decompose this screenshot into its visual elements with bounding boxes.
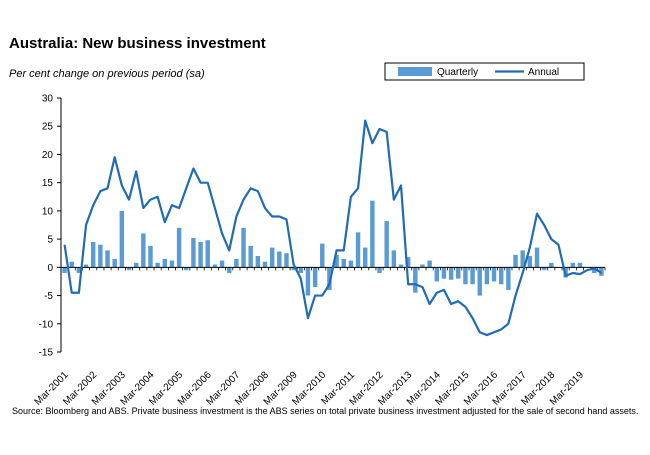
quarterly-bar [355, 232, 361, 268]
y-tick-label: 10 [42, 206, 54, 217]
quarterly-bar [477, 267, 482, 296]
legend-label-annual: Annual [528, 67, 559, 78]
quarterly-bar [184, 267, 189, 271]
quarterly-bar [291, 267, 296, 271]
quarterly-bar [305, 267, 311, 296]
quarterly-bar [520, 250, 525, 268]
quarterly-bar [341, 258, 346, 268]
quarterly-bar [62, 267, 67, 273]
quarterly-bar [384, 221, 389, 268]
x-tick-labels: Mar-2001Mar-2002Mar-2003Mar-2004Mar-2005… [33, 369, 587, 407]
quarterly-bar [320, 243, 325, 268]
quarterly-bar [327, 267, 332, 290]
quarterly-bar [362, 247, 368, 268]
quarterly-bar [83, 264, 89, 268]
quarterly-bar [463, 267, 468, 285]
quarterly-bar [284, 253, 289, 268]
legend-box [384, 62, 585, 81]
quarterly-bar [570, 262, 576, 268]
quarterly-bar [141, 233, 146, 268]
quarterly-bar [176, 227, 182, 268]
quarterly-bar [205, 240, 210, 268]
y-tick-label: -15 [39, 348, 54, 359]
quarterly-bar [76, 267, 82, 273]
legend-swatch-quarterly [398, 67, 432, 76]
quarterly-bar [133, 262, 139, 268]
legend-label-quarterly: Quarterly [437, 67, 478, 78]
quarterly-bar [248, 245, 253, 268]
quarterly-bar [470, 267, 475, 285]
quarterly-bar [448, 267, 454, 280]
quarterly-bar [148, 245, 153, 268]
quarterly-bar [112, 258, 117, 268]
quarterly-bar [377, 267, 382, 273]
quarterly-bar [441, 267, 447, 279]
quarterly-bar [198, 241, 203, 268]
quarterly-bar [491, 267, 497, 282]
chart-title: Australia: New business investment [9, 35, 266, 52]
quarterly-bar [427, 260, 432, 268]
quarterly-bar [226, 267, 232, 273]
quarterly-bar [506, 267, 511, 290]
y-tick-label: 30 [42, 94, 54, 105]
quarterly-bar [484, 267, 490, 285]
quarterly-bar [513, 254, 518, 268]
y-axis: -15 -10 -5 0 5 10 15 20 25 30 [39, 94, 62, 359]
quarterly-bar [219, 260, 225, 268]
quarterly-bar [277, 251, 282, 268]
quarterly-bar [334, 254, 339, 268]
quarterly-bar [456, 267, 461, 279]
y-tick-label: -10 [39, 319, 54, 330]
quarterly-bar [549, 262, 554, 268]
quarterly-bar [534, 247, 540, 268]
quarterly-bar [69, 261, 74, 268]
annual-series [63, 119, 603, 337]
quarterly-bar [162, 258, 168, 268]
quarterly-bar [592, 267, 597, 273]
quarterly-bar [312, 267, 318, 288]
quarterly-bar [126, 267, 132, 271]
quarterly-bar [90, 241, 96, 268]
quarterly-bar [348, 260, 354, 268]
quarterly-bar [420, 264, 425, 268]
quarterly-bar [391, 250, 397, 268]
quarterly-bar [119, 210, 125, 268]
source-note: Source: Bloomberg and ABS. Private busin… [12, 406, 639, 416]
chart-subtitle: Per cent change on previous period (sa) [9, 68, 205, 80]
y-tick-label: 20 [42, 150, 54, 161]
quarterly-bar [241, 227, 246, 268]
quarterly-bar [413, 267, 418, 293]
quarterly-bar [498, 267, 504, 285]
quarterly-bar [434, 267, 440, 282]
quarterly-bar [105, 250, 110, 268]
quarterly-bar [262, 261, 268, 268]
quarterly-bar [405, 257, 411, 268]
quarterly-bars [62, 200, 604, 296]
legend: Quarterly Annual [384, 62, 585, 81]
quarterly-bar [98, 244, 103, 268]
y-tick-label: -5 [44, 291, 53, 302]
y-tick-label: 5 [47, 235, 53, 246]
quarterly-bar [234, 258, 239, 268]
y-tick-label: 0 [47, 263, 53, 274]
quarterly-bar [298, 267, 304, 273]
quarterly-bar [255, 256, 261, 268]
y-tick-label: 15 [42, 178, 54, 189]
quarterly-bar [269, 247, 275, 268]
quarterly-bar [370, 200, 375, 268]
quarterly-bar [577, 262, 583, 268]
quarterly-bar [599, 267, 604, 276]
quarterly-bar [169, 260, 175, 268]
y-tick-label: 25 [42, 122, 54, 133]
annual-line [63, 119, 603, 337]
quarterly-bar [398, 264, 404, 268]
quarterly-bar [527, 256, 533, 268]
quarterly-bar [191, 237, 196, 268]
quarterly-bar [155, 262, 160, 268]
quarterly-bar [212, 264, 218, 268]
quarterly-bar [541, 267, 547, 271]
